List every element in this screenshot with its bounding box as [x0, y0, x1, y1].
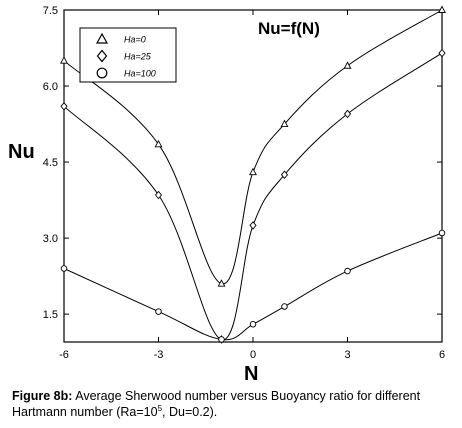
data-point-ha-0 — [343, 61, 352, 69]
legend-entries: Ha=0 Ha=25 Ha=100 — [95, 32, 156, 79]
legend-label-ha-0: Ha=0 — [124, 35, 146, 45]
x-tick-label: 3 — [344, 349, 350, 361]
x-tick-label: -3 — [154, 349, 164, 361]
figure-caption: Figure 8b: Average Sherwood number versu… — [12, 388, 452, 420]
caption-text: Average Sherwood number versus Buoyancy … — [12, 389, 421, 419]
data-point-ha-25 — [154, 190, 163, 200]
data-point-ha-100 — [438, 229, 446, 237]
y-axis-label: Nu — [8, 141, 35, 163]
x-axis-label: N — [244, 363, 258, 385]
chart: -6 -3 0 3 6 1.5 3.0 4.5 6.0 7.5 Nu=f(N) Nu N Ha=0… — [8, 5, 446, 385]
data-point-ha-25 — [60, 102, 68, 111]
y-tick-label: 7.5 — [43, 5, 58, 17]
legend-label-ha-100: Ha=100 — [124, 69, 156, 79]
x-tick-label: 0 — [250, 349, 256, 361]
data-point-ha-0 — [217, 279, 226, 287]
data-point-ha-25 — [438, 48, 446, 58]
legend-box — [79, 27, 177, 83]
legend-label-ha-25: Ha=25 — [124, 52, 152, 62]
y-tick-label: 4.5 — [43, 157, 58, 169]
series-line-ha-25 — [63, 52, 443, 340]
legend: Ha=0 Ha=25 Ha=100 — [79, 27, 177, 83]
legend-marker-ha-25 — [96, 49, 108, 63]
legend-marker-ha-100 — [96, 67, 108, 79]
data-point-ha-100 — [281, 303, 288, 310]
data-point-ha-0 — [280, 119, 289, 127]
x-tick-label: 6 — [439, 349, 445, 361]
data-point-ha-0 — [60, 56, 68, 64]
caption-superscript: 5 — [157, 403, 163, 413]
data-point-ha-100 — [60, 265, 68, 272]
tick-labels: -6 -3 0 3 6 1.5 3.0 4.5 6.0 7.5 — [43, 5, 445, 361]
legend-marker-ha-0 — [95, 32, 109, 44]
axis-ticks — [63, 9, 443, 342]
caption-text-end: , Du=0.2). — [162, 405, 218, 419]
y-tick-label: 1.5 — [43, 309, 58, 321]
data-point-ha-0 — [438, 5, 446, 13]
chart-title: Nu=f(N) — [258, 19, 320, 38]
data-point-ha-100 — [249, 321, 257, 328]
y-tick-label: 3.0 — [43, 233, 58, 245]
y-tick-label: 6.0 — [43, 81, 58, 93]
data-point-ha-100 — [218, 336, 225, 343]
data-point-ha-25 — [343, 109, 352, 119]
series-markers — [60, 5, 446, 344]
data-point-ha-25 — [249, 221, 257, 230]
data-point-ha-100 — [344, 267, 351, 275]
x-tick-label: -6 — [59, 349, 69, 361]
caption-label: Figure 8b: — [12, 389, 73, 403]
data-point-ha-0 — [249, 167, 257, 176]
data-point-ha-100 — [155, 308, 162, 315]
data-point-ha-25 — [280, 170, 289, 180]
data-point-ha-0 — [154, 139, 163, 148]
